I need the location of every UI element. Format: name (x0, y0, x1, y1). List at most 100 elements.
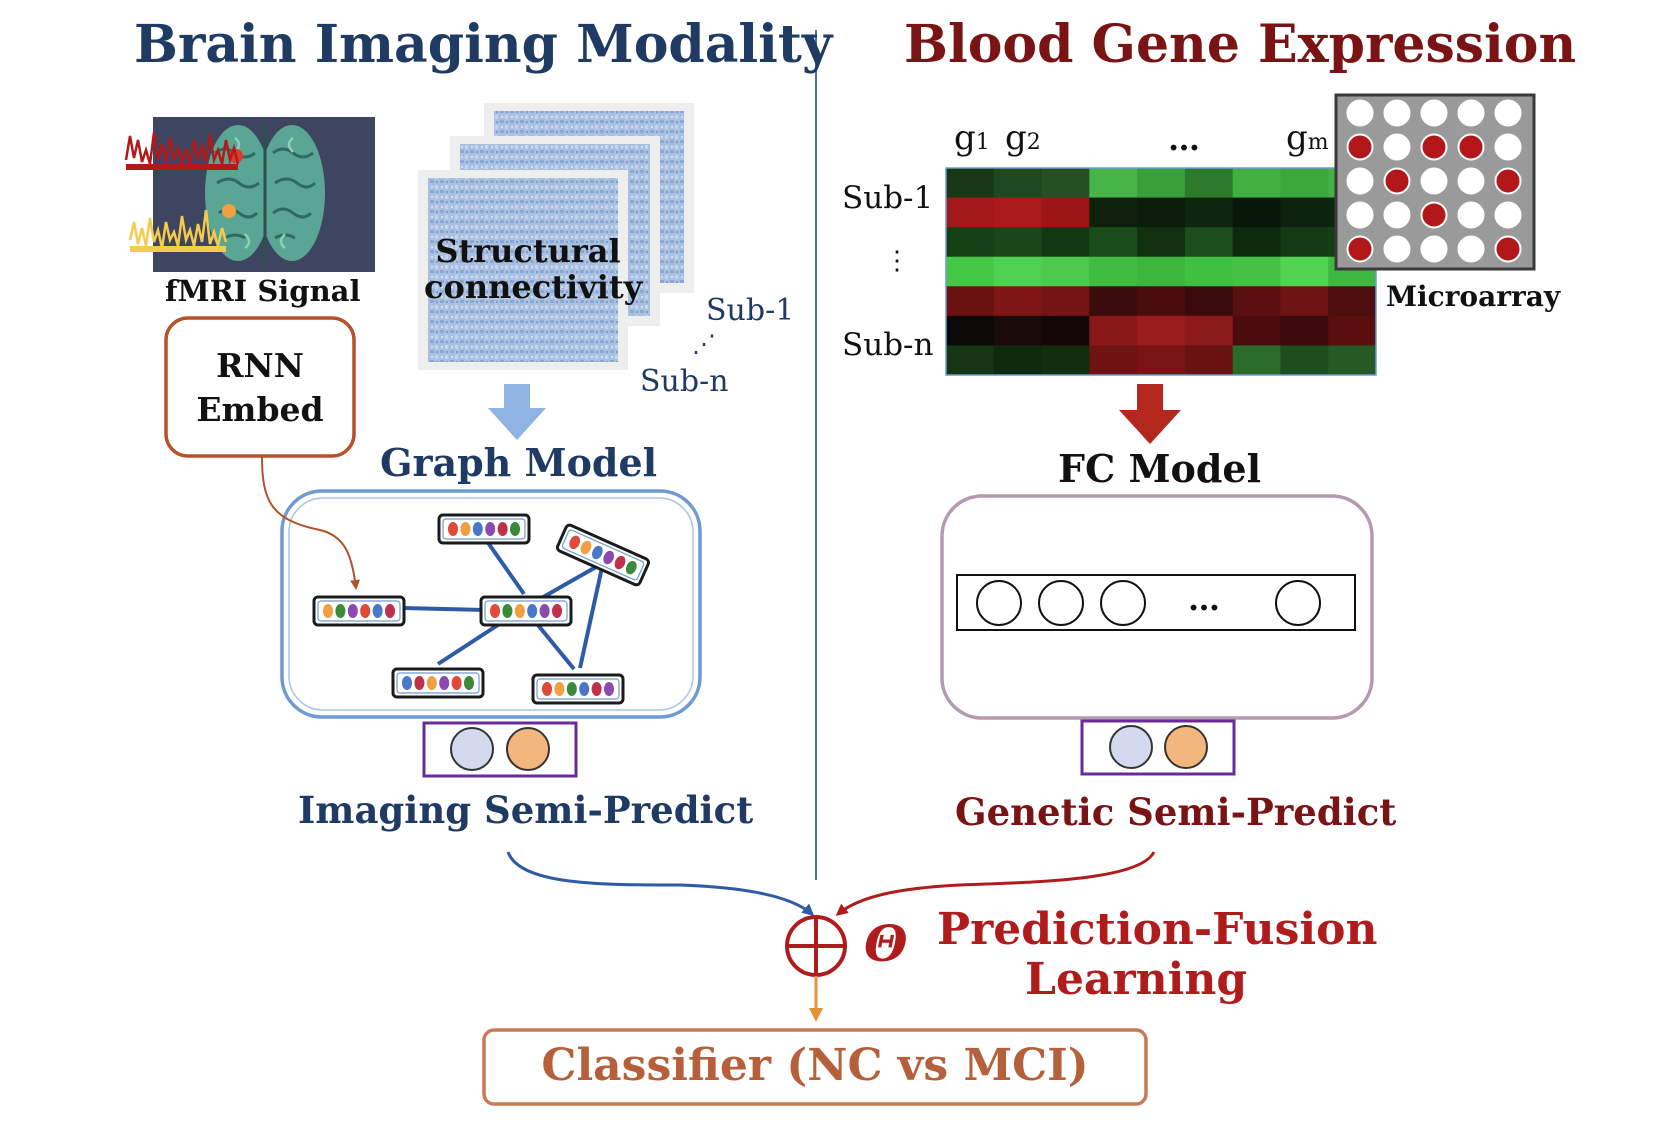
sc-sub-last: Sub-n (640, 364, 729, 399)
heatmap-cell (1280, 286, 1329, 317)
embedding-dot (448, 522, 458, 536)
microarray-spot (1494, 99, 1522, 127)
heatmap-cell (1184, 168, 1234, 199)
heatmap-cell (1232, 256, 1281, 287)
fusion-oplus-icon (785, 915, 847, 977)
heatmap-cell (1041, 256, 1090, 287)
fc-neuron (976, 580, 1022, 626)
microarray-spot (1383, 235, 1411, 263)
sc-sub-ellipsis: ⋰ (692, 330, 716, 358)
microarray-spot (1494, 201, 1522, 229)
embedding-dot (569, 535, 581, 550)
structural-connectivity-stack (418, 103, 694, 370)
microarray-spot (1494, 235, 1522, 263)
heatmap-cell (1184, 256, 1234, 287)
heatmap-cell (1232, 197, 1281, 228)
sc-label-line2: connectivity (424, 268, 643, 306)
gene-label-dots: … (1168, 120, 1200, 158)
microarray-spot (1346, 133, 1374, 161)
microarray-spot (1457, 201, 1485, 229)
heatmap-cell (946, 286, 995, 317)
genetic-to-fusion-arrow (835, 851, 1156, 916)
embedding-dot (579, 682, 590, 696)
gene-label-g1: g1 (954, 118, 990, 158)
embedding-dot (335, 604, 346, 618)
embedding-dot (542, 682, 552, 696)
microarray-spot (1494, 167, 1522, 195)
heatmap-row-last: Sub-n (842, 327, 934, 363)
microarray-spot (1420, 167, 1448, 195)
microarray-spot (1457, 133, 1485, 161)
embedding-dot (323, 604, 333, 618)
gene-label-g1-sub: 1 (975, 130, 990, 155)
embedding-dot (439, 676, 450, 690)
embedding-dot (490, 604, 500, 618)
sc-label-line1: Structural (435, 232, 621, 270)
embedding-dot (591, 682, 602, 696)
genetic-pred-box (1080, 719, 1236, 776)
heatmap-cell (1280, 197, 1329, 228)
embedding-dot (603, 550, 615, 565)
heatmap-cell (1328, 315, 1377, 346)
theta-symbol: Θ (864, 914, 908, 973)
microarray-spot (1457, 99, 1485, 127)
fc-neuron (1038, 580, 1084, 626)
embedding-dot (402, 676, 412, 690)
heatmap-cell (1041, 315, 1090, 346)
heatmap-cell (1137, 227, 1186, 258)
embedding-dot (385, 604, 395, 618)
heatmap-cell (1089, 286, 1138, 317)
heatmap-cell (993, 227, 1043, 258)
embedding-dot (625, 560, 637, 575)
heatmap-cell (1137, 168, 1186, 199)
embedding-dot (604, 682, 614, 696)
heatmap-cell (1137, 345, 1186, 376)
heatmap-cell (993, 286, 1043, 317)
heatmap-cell (1137, 315, 1186, 346)
fmri-label: fMRI Signal (165, 274, 361, 308)
heatmap-cell (1232, 168, 1281, 199)
graph-node-embedding (531, 673, 625, 705)
graph-model-label: Graph Model (380, 440, 658, 485)
heatmap-cell (1041, 227, 1090, 258)
heatmap-cell (1232, 315, 1281, 346)
heatmap-cell (993, 256, 1043, 287)
microarray-spot (1346, 167, 1374, 195)
heatmap-cell (1184, 197, 1234, 228)
down-arrow-red (1119, 384, 1181, 444)
heatmap-cell (1041, 197, 1090, 228)
heatmap-cell (993, 315, 1043, 346)
embedding-dot (510, 522, 520, 536)
heatmap-cell (946, 168, 995, 199)
heatmap-cell (946, 345, 995, 376)
microarray-spot (1457, 167, 1485, 195)
heatmap-cell (1280, 315, 1329, 346)
heatmap-cell (1137, 256, 1186, 287)
fmri-brain-image (124, 117, 375, 272)
embedding-dot (552, 604, 562, 618)
heatmap-cell (946, 315, 995, 346)
embedding-dot (514, 604, 525, 618)
rnn-to-graph-arrow (261, 455, 360, 590)
embedding-dot (497, 522, 508, 536)
embedding-dot (426, 676, 437, 690)
fc-neuron (1100, 580, 1146, 626)
microarray-spot (1420, 99, 1448, 127)
microarray-spot (1457, 235, 1485, 263)
heatmap-cell (1184, 345, 1234, 376)
gene-label-g2-sub: 2 (1026, 130, 1041, 155)
graph-node-embedding (555, 523, 651, 587)
heatmap-cell (1328, 286, 1377, 317)
fusion-label-line2: Learning (1025, 954, 1248, 1005)
heatmap-cell (993, 197, 1043, 228)
rnn-label-line1: RNN (216, 346, 304, 385)
graph-nodes (312, 513, 651, 705)
gene-label-g2: g2 (1005, 118, 1041, 158)
heatmap-cell (1041, 168, 1090, 199)
right-panel-title: Blood Gene Expression (904, 14, 1577, 75)
embedding-dot (527, 604, 538, 618)
heatmap-cell (946, 227, 995, 258)
heatmap-cell (1232, 227, 1281, 258)
